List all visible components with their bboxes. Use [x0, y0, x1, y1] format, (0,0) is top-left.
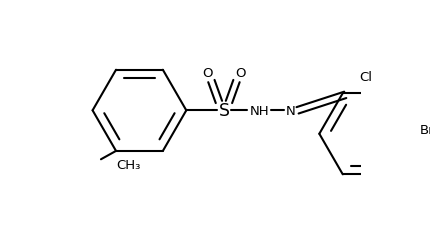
Text: NH: NH	[249, 104, 269, 117]
Text: O: O	[202, 67, 212, 80]
Text: O: O	[236, 67, 246, 80]
Text: S: S	[218, 102, 230, 120]
Text: Cl: Cl	[359, 71, 373, 84]
Text: N: N	[286, 104, 296, 117]
Text: Br: Br	[420, 124, 430, 137]
Text: CH₃: CH₃	[116, 158, 140, 171]
